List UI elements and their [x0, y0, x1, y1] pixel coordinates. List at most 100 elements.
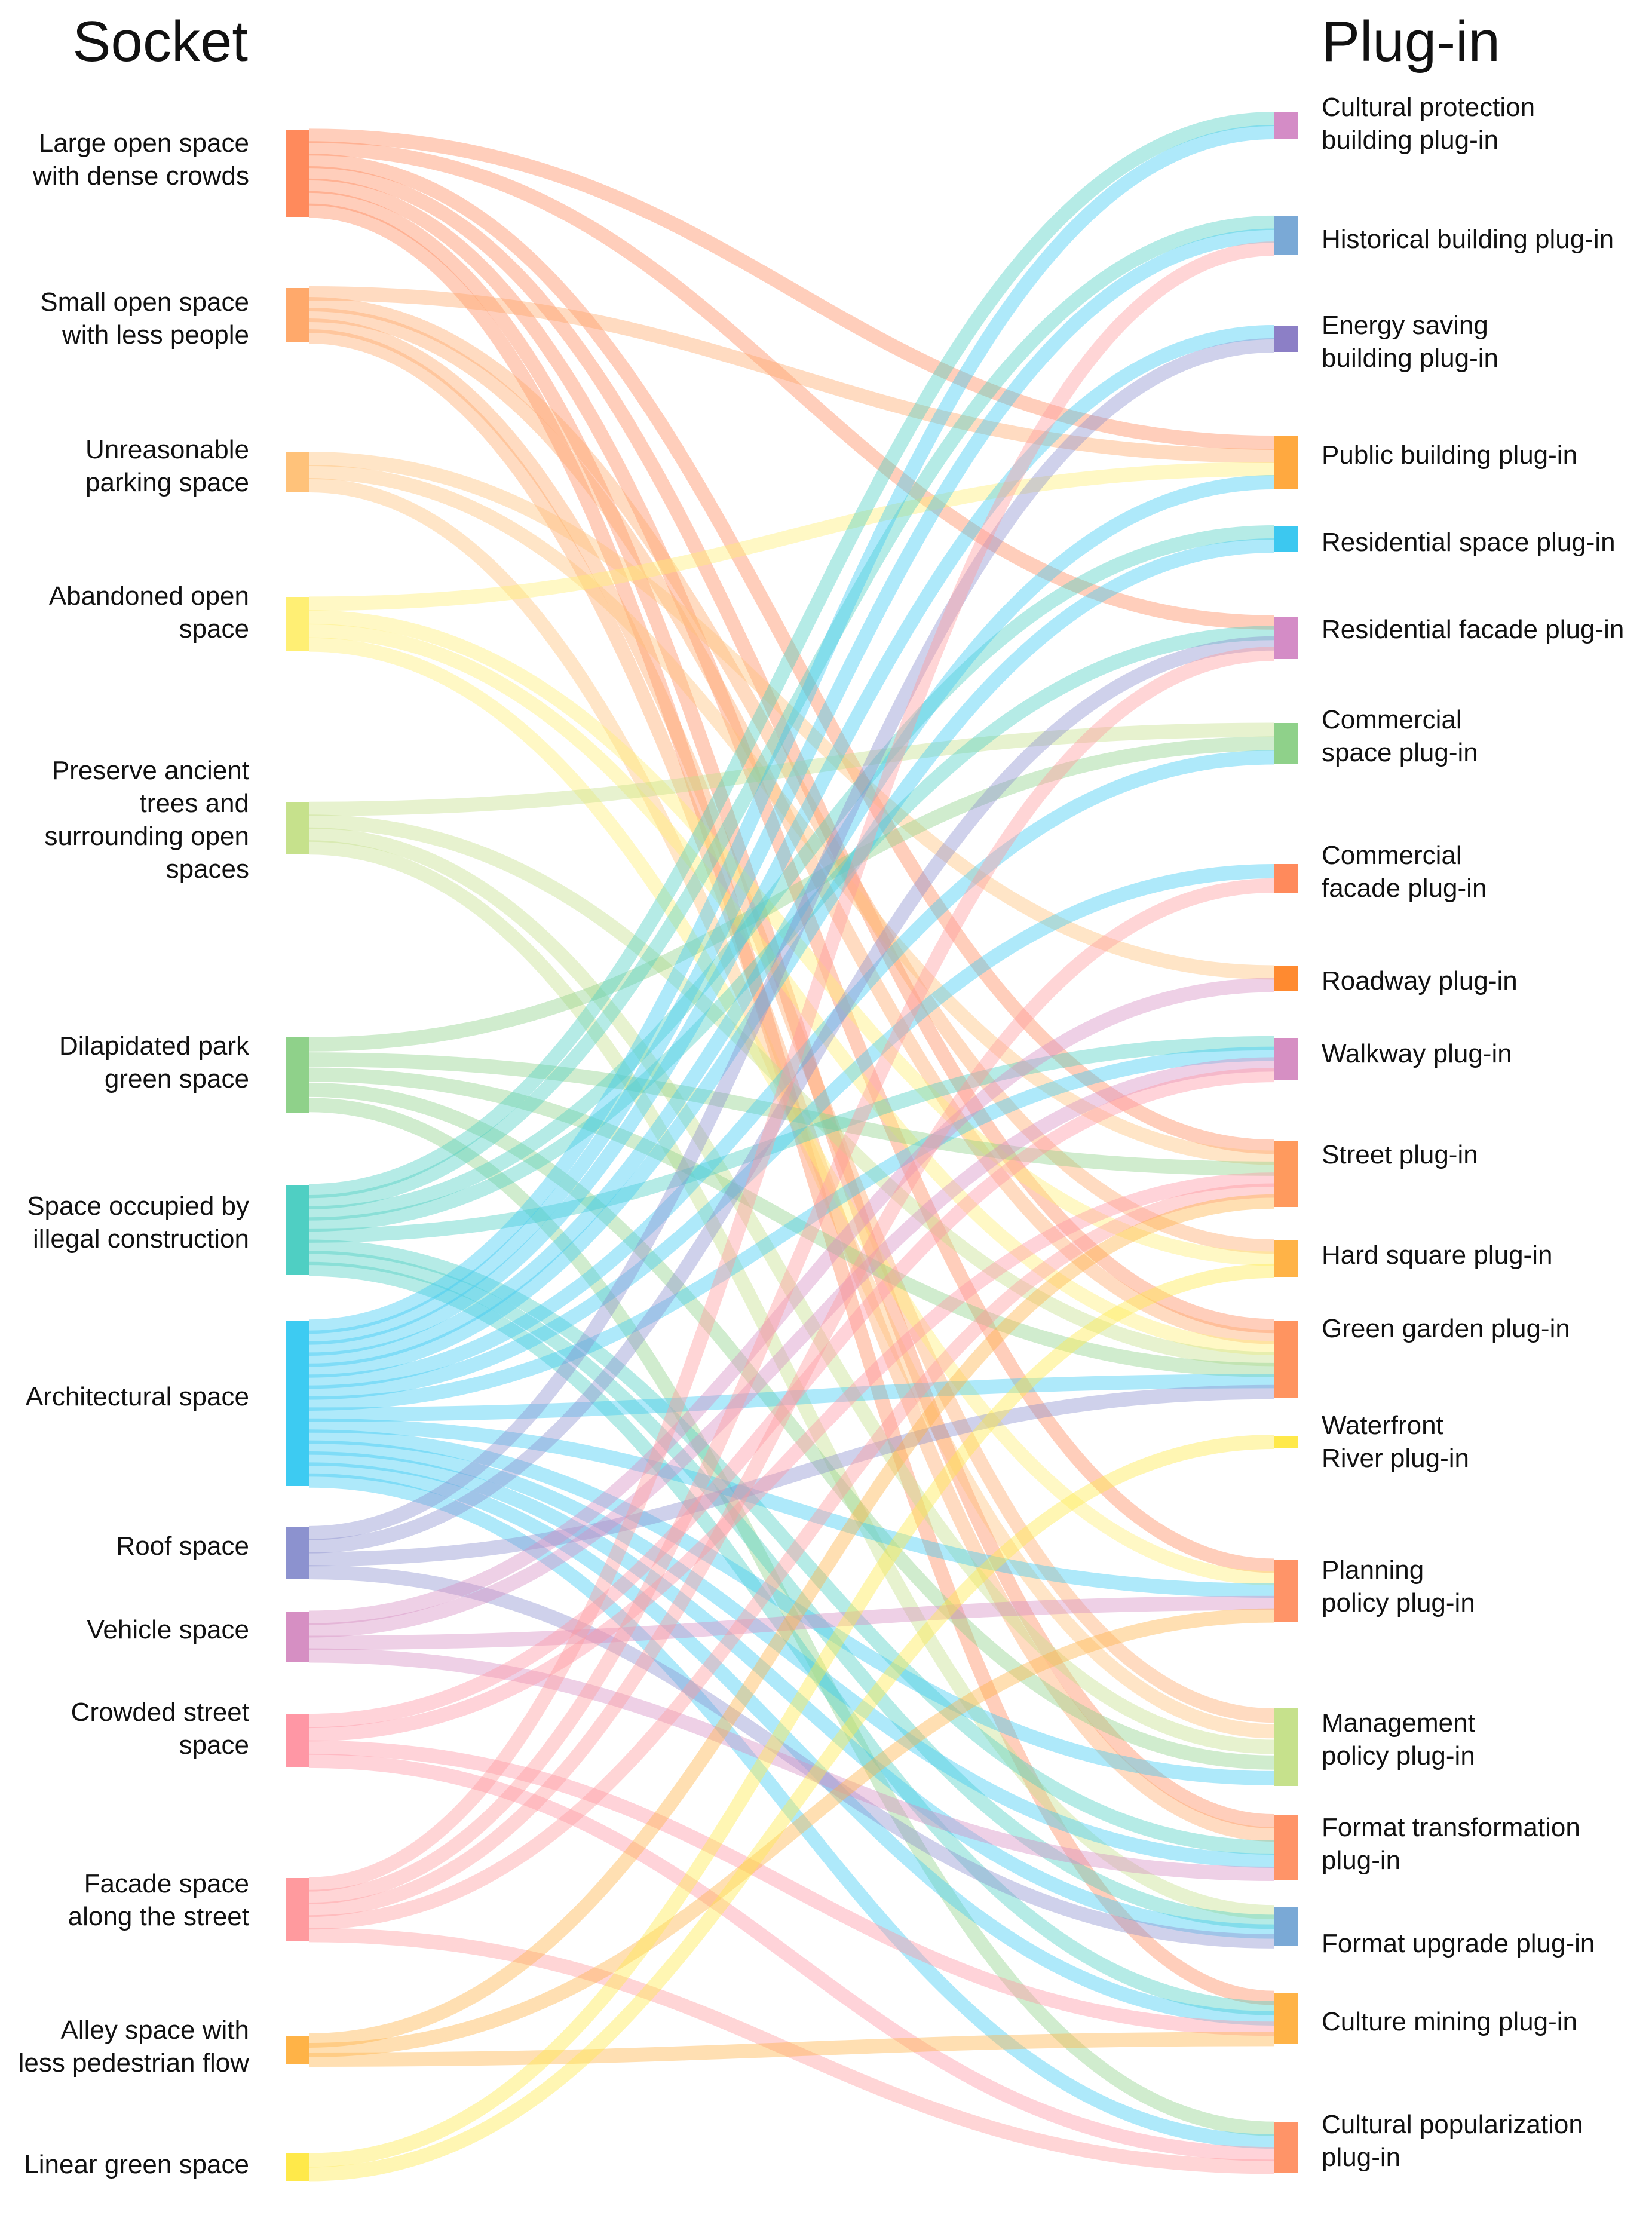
plugin-node-9	[1274, 1038, 1298, 1080]
plugin-label-11: Hard square plug-in	[1322, 1240, 1553, 1270]
link-s5-p15	[309, 1082, 1274, 1770]
link-s4-p12	[309, 814, 1274, 1367]
socket-node-6	[286, 1185, 309, 1275]
link-s6-p9	[309, 1036, 1274, 1243]
link-s12-p18	[309, 2032, 1274, 2067]
link-s6-p1	[309, 215, 1274, 1209]
socket-label-13: Linear green space	[24, 2150, 249, 2179]
link-s0-p3	[309, 128, 1274, 450]
link-s2-p15	[309, 478, 1274, 1739]
link-s0-p12	[309, 166, 1274, 1334]
link-s11-p10	[309, 1183, 1274, 1930]
plugin-node-12	[1274, 1321, 1298, 1398]
plugin-node-4	[1274, 526, 1298, 552]
link-s7-p18	[309, 1462, 1274, 2026]
link-s7-p0	[309, 125, 1274, 1334]
plugin-label-2: Energy saving building plug-in	[1322, 311, 1498, 373]
link-s8-p17	[309, 1565, 1274, 1949]
link-s3-p14	[309, 637, 1274, 1586]
link-s12-p14	[309, 1608, 1274, 2057]
link-s0-p10	[309, 154, 1274, 1154]
link-s0-p18	[309, 203, 1274, 2005]
socket-node-4	[286, 802, 309, 854]
plugin-label-5: Residential facade plug-in	[1322, 615, 1625, 644]
link-s7-p9	[309, 1046, 1274, 1411]
link-s8-p2	[309, 338, 1274, 1540]
link-s3-p11	[309, 610, 1274, 1266]
link-s6-p4	[309, 525, 1274, 1221]
link-s11-p19	[309, 1928, 1274, 2174]
plugin-label-13: Waterfront River plug-in	[1322, 1411, 1469, 1473]
plugin-node-17	[1274, 1907, 1298, 1946]
link-s3-p3	[309, 462, 1274, 611]
plugin-node-19	[1274, 2122, 1298, 2173]
link-s11-p7	[309, 878, 1274, 1917]
socket-node-9	[286, 1612, 309, 1662]
link-s1-p16	[309, 329, 1274, 1842]
socket-label-0: Large open space with dense crowds	[33, 128, 249, 191]
socket-node-10	[286, 1714, 309, 1767]
socket-label-6: Space occupied by illegal construction	[27, 1191, 249, 1254]
socket-node-3	[286, 597, 309, 651]
link-s9-p14	[309, 1595, 1274, 1650]
link-s2-p8	[309, 452, 1274, 980]
link-s13-p13	[309, 1435, 1274, 2182]
link-s1-p15	[309, 318, 1274, 1723]
plugin-node-18	[1274, 1993, 1298, 2044]
link-s1-p12	[309, 308, 1274, 1344]
socket-node-11	[286, 1878, 309, 1941]
link-s11-p1	[309, 241, 1274, 1892]
link-s0-p5	[309, 141, 1274, 630]
link-s8-p12	[309, 1384, 1274, 1567]
plugin-label-1: Historical building plug-in	[1322, 225, 1614, 254]
plugin-label-7: Commercial facade plug-in	[1322, 841, 1487, 903]
socket-node-2	[286, 452, 309, 492]
sankey-links	[309, 112, 1274, 2182]
link-s10-p19	[309, 1753, 1274, 2162]
socket-label-9: Vehicle space	[87, 1615, 249, 1644]
socket-label-3: Abandoned open space	[48, 581, 249, 644]
link-s6-p0	[309, 112, 1274, 1199]
plugin-node-6	[1274, 723, 1298, 764]
plugin-label-4: Residential space plug-in	[1322, 528, 1616, 557]
link-s3-p12	[309, 623, 1274, 1356]
plugin-column-title: Plug-in	[1322, 10, 1500, 73]
plugin-label-9: Walkway plug-in	[1322, 1039, 1512, 1068]
plugin-node-15	[1274, 1708, 1298, 1786]
link-s9-p16	[309, 1648, 1274, 1881]
socket-label-11: Facade space along the street	[68, 1869, 249, 1931]
plugin-node-11	[1274, 1240, 1298, 1277]
plugin-node-7	[1274, 864, 1298, 893]
link-s9-p8	[309, 978, 1274, 1625]
plugin-label-19: Cultural popularization plug-in	[1322, 2110, 1583, 2172]
plugin-node-16	[1274, 1815, 1298, 1880]
link-s7-p2	[309, 325, 1274, 1356]
plugin-label-18: Culture mining plug-in	[1322, 2007, 1577, 2036]
plugin-label-14: Planning policy plug-in	[1322, 1555, 1475, 1618]
link-s7-p7	[309, 864, 1274, 1400]
link-s12-p10	[309, 1194, 1274, 2048]
link-s7-p6	[309, 750, 1274, 1389]
link-s10-p9	[309, 1068, 1274, 1729]
link-s7-p12	[309, 1374, 1274, 1422]
socket-node-12	[286, 2036, 309, 2064]
socket-label-10: Crowded street space	[71, 1698, 249, 1760]
socket-column-title: Socket	[72, 10, 248, 73]
link-s2-p10	[309, 465, 1274, 1165]
plugin-label-10: Street plug-in	[1322, 1140, 1478, 1169]
socket-node-5	[286, 1037, 309, 1113]
plugin-label-0: Cultural protection building plug-in	[1322, 93, 1535, 155]
link-s5-p6	[309, 736, 1274, 1052]
link-s13-p11	[309, 1263, 1274, 2168]
link-s7-p19	[309, 1473, 1274, 2149]
plugin-label-3: Public building plug-in	[1322, 440, 1578, 470]
link-s5-p19	[309, 1098, 1274, 2136]
socket-label-7: Architectural space	[25, 1382, 249, 1411]
socket-node-13	[286, 2153, 309, 2181]
link-s5-p12	[309, 1067, 1274, 1377]
plugin-node-3	[1274, 436, 1298, 489]
socket-label-1: Small open space with less people	[40, 287, 249, 350]
link-s7-p14	[309, 1418, 1274, 1598]
link-s6-p5	[309, 626, 1274, 1232]
link-s9-p9	[309, 1057, 1274, 1638]
